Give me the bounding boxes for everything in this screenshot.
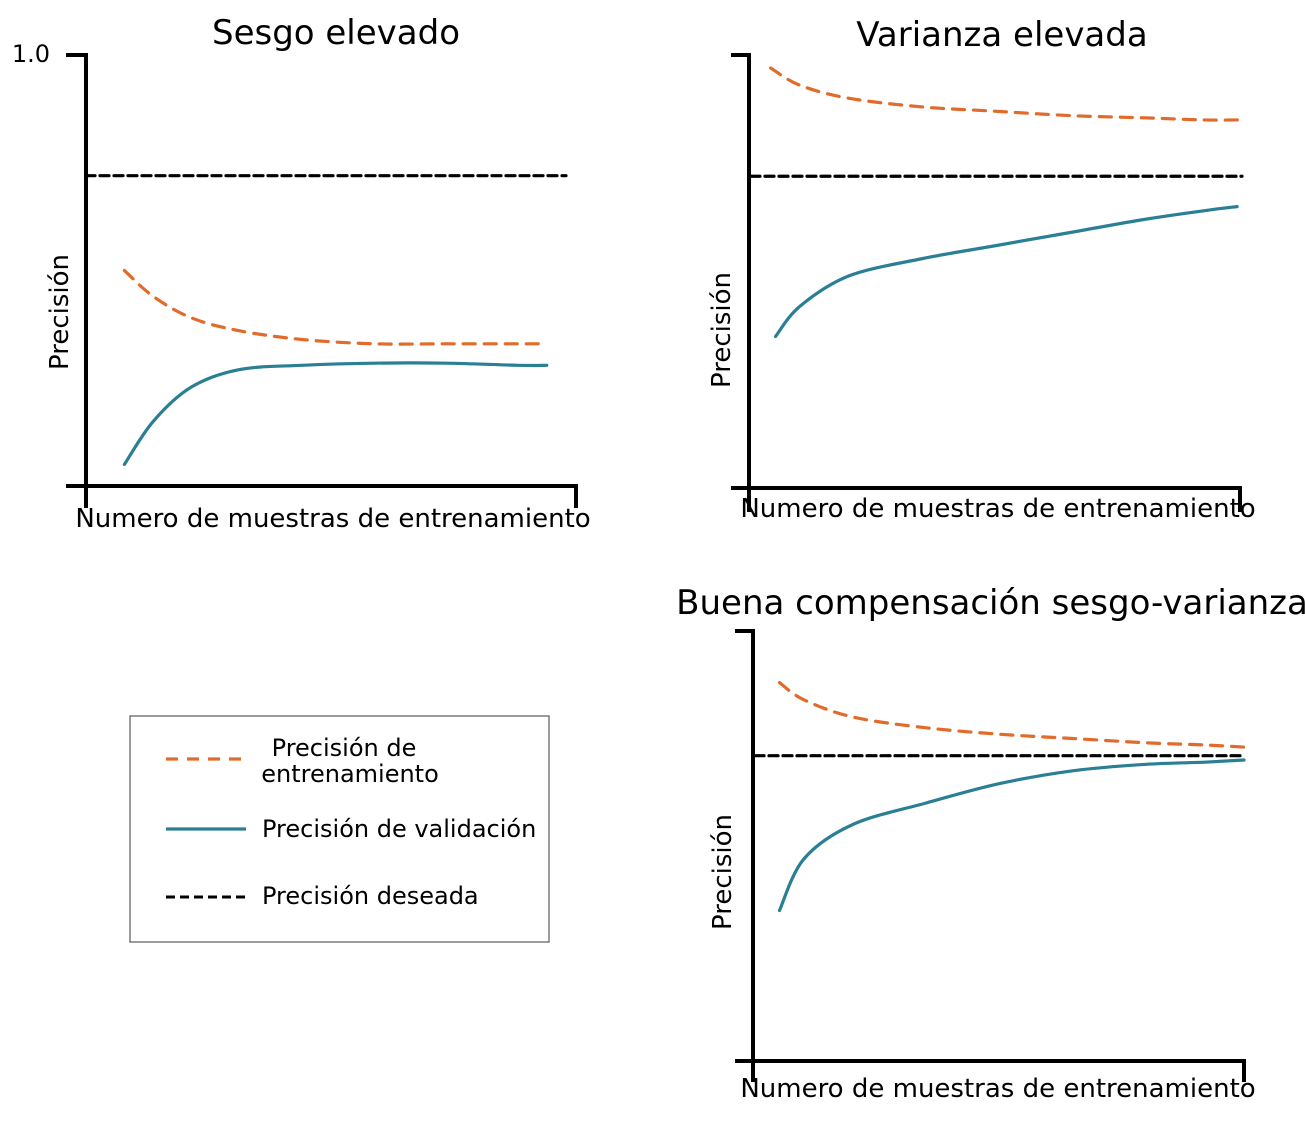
y-axis <box>66 53 88 508</box>
x-axis-label: Numero de muestras de entrenamiento <box>75 504 590 534</box>
chart-high-variance: Varianza elevada Precisión Numero de mue… <box>707 15 1256 524</box>
series-line-validation <box>773 205 1239 339</box>
legend: Precisión de entrenamiento Precisión de … <box>129 715 550 943</box>
series-line-validation <box>777 758 1246 913</box>
series-line-validation <box>122 361 549 466</box>
chart-title: Buena compensación sesgo-varianza <box>676 583 1305 623</box>
y-tick-label-top: 1.0 <box>12 40 50 68</box>
legend-label-desired: Precisión deseada <box>262 882 479 910</box>
x-axis <box>735 1059 1246 1082</box>
series-line-training <box>769 66 1244 122</box>
chart-high-bias: Sesgo elevado 1.0 Precisión Numero de mu… <box>12 13 591 534</box>
x-axis-label: Numero de muestras de entrenamiento <box>740 1074 1255 1104</box>
series-layer <box>84 174 568 466</box>
x-axis-label: Numero de muestras de entrenamiento <box>740 494 1255 524</box>
y-axis-label: Precisión <box>45 254 75 370</box>
chart-title: Varianza elevada <box>856 15 1147 55</box>
y-axis-label: Precisión <box>707 272 737 388</box>
x-axis <box>731 486 1242 512</box>
chart-good-tradeoff: Buena compensación sesgo-varianza Precis… <box>676 583 1305 1104</box>
x-axis <box>66 484 578 508</box>
series-layer <box>753 681 1246 913</box>
legend-label-training-line1: Precisión de <box>272 734 417 762</box>
legend-label-training-line2: entrenamiento <box>261 760 439 788</box>
series-line-training <box>122 268 549 346</box>
series-line-training <box>777 681 1246 749</box>
legend-label-validation: Precisión de validación <box>262 815 536 843</box>
y-axis-label: Precisión <box>708 814 738 930</box>
y-axis <box>735 629 755 1082</box>
y-axis <box>731 53 751 512</box>
series-layer <box>749 66 1244 339</box>
chart-title: Sesgo elevado <box>212 13 460 53</box>
